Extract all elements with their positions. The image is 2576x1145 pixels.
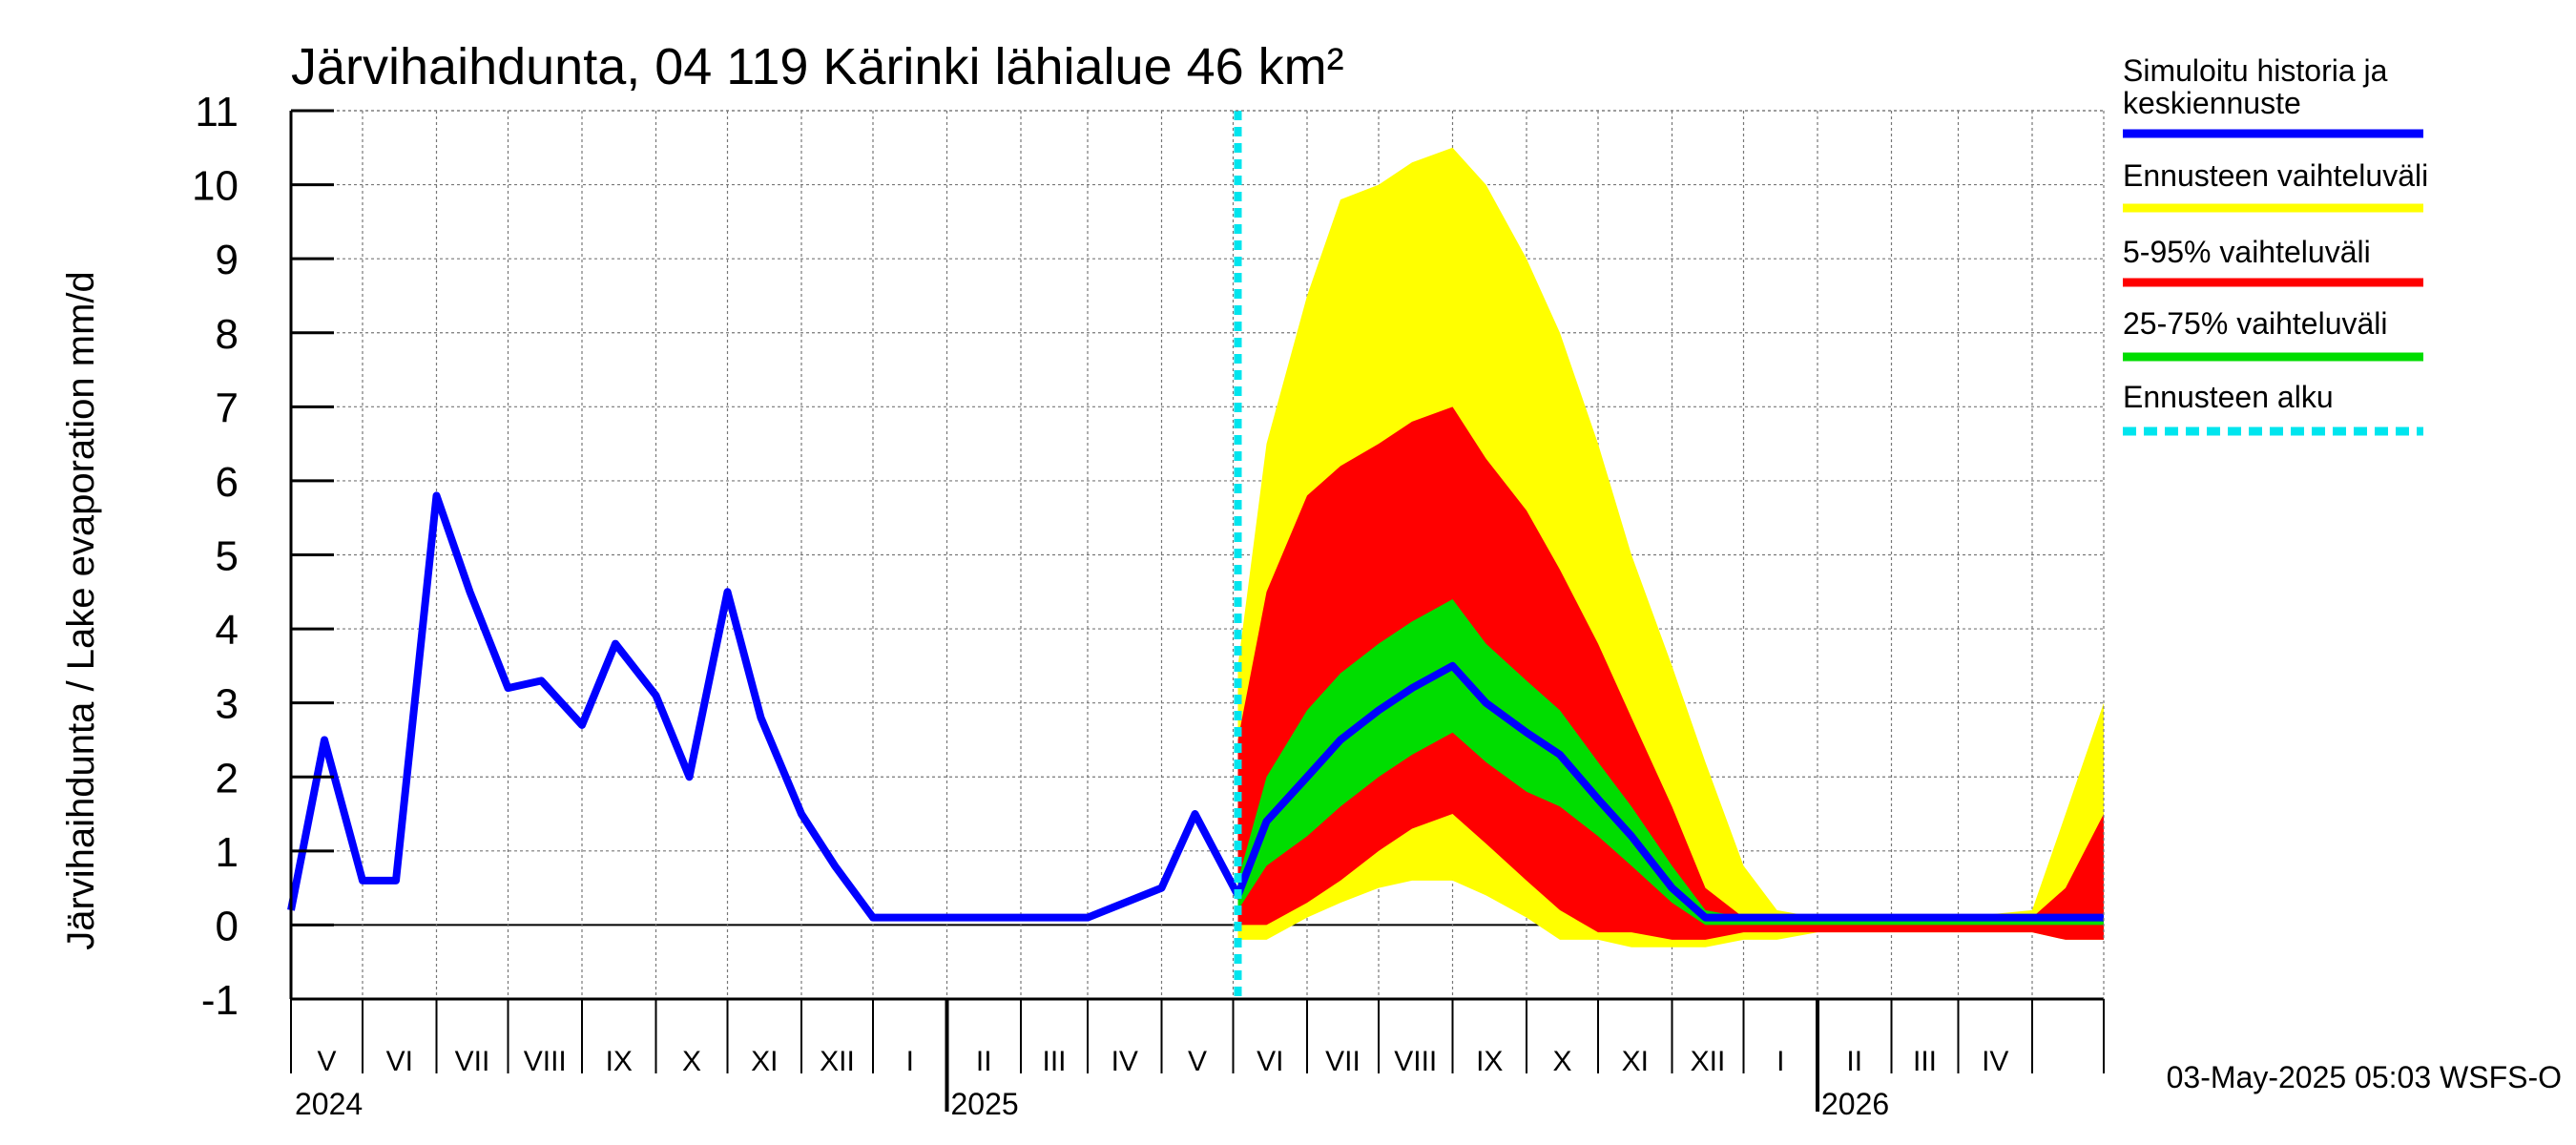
month-label: VI	[1257, 1046, 1283, 1077]
legend-label: Ennusteen alku	[2123, 380, 2334, 414]
y-tick-label: 10	[192, 163, 239, 210]
y-tick-label: 6	[216, 459, 239, 506]
month-label: III	[1913, 1046, 1937, 1077]
y-axis-label: Järvihaihdunta / Lake evaporation mm/d	[60, 271, 102, 950]
legend-label-line: Simuloitu historia ja	[2123, 53, 2388, 88]
y-tick-label: 7	[216, 385, 239, 431]
series-lines	[287, 111, 2104, 999]
footer-timestamp: 03-May-2025 05:03 WSFS-O	[2167, 1060, 2562, 1094]
month-label: II	[976, 1046, 992, 1077]
month-label: IX	[606, 1046, 633, 1077]
legend-label: 25-75% vaihteluväli	[2123, 306, 2388, 341]
y-tick-label: 1	[216, 829, 239, 876]
y-tick-label: 2	[216, 755, 239, 802]
month-label: V	[1188, 1046, 1207, 1077]
month-label: VIII	[1394, 1046, 1437, 1077]
year-label: 2026	[1821, 1087, 1889, 1121]
band-25-75-vaihteluv-li	[1237, 599, 2104, 926]
month-label: V	[317, 1046, 336, 1077]
month-label: XII	[820, 1046, 855, 1077]
year-label: 2024	[295, 1087, 363, 1121]
y-tick-label: 0	[216, 903, 239, 949]
month-label: VIII	[524, 1046, 567, 1077]
month-label: I	[906, 1046, 914, 1077]
month-label: XI	[1622, 1046, 1649, 1077]
month-label: III	[1042, 1046, 1066, 1077]
y-tick-label: 4	[216, 607, 239, 654]
y-tick-label: 9	[216, 237, 239, 283]
month-label: XI	[751, 1046, 778, 1077]
month-label: IX	[1476, 1046, 1503, 1077]
y-tick-label: 11	[195, 89, 239, 135]
y-tick-label: -1	[201, 977, 239, 1024]
legend-label: 5-95% vaihteluväli	[2123, 235, 2371, 269]
mean-series-line	[287, 491, 2104, 922]
month-label: VII	[455, 1046, 490, 1077]
legend: Simuloitu historia ja keskiennuste Ennuste…	[2123, 53, 2428, 436]
forecast-bands	[1237, 147, 2104, 947]
y-tick-label: 3	[216, 681, 239, 728]
month-label: X	[1552, 1046, 1571, 1077]
year-label: 2025	[951, 1087, 1019, 1121]
y-axis: -1 0 1 2 3 4 5 6 7 8 9 10 11	[192, 89, 334, 1024]
month-label: VI	[386, 1046, 413, 1077]
legend-label: Simuloitu historia ja keskiennuste	[2123, 53, 2388, 120]
month-label: XII	[1691, 1046, 1726, 1077]
month-label: X	[682, 1046, 701, 1077]
y-tick-label: 8	[216, 311, 239, 358]
month-label: II	[1846, 1046, 1862, 1077]
legend-label: Ennusteen vaihteluväli	[2123, 158, 2428, 193]
band-5-95-vaihteluv-li	[1237, 406, 2104, 940]
legend-label-line: keskiennuste	[2123, 86, 2301, 120]
month-label: I	[1776, 1046, 1784, 1077]
y-tick-label: 5	[216, 533, 239, 580]
month-label: IV	[1982, 1046, 2008, 1077]
chart-title: Järvihaihdunta, 04 119 Kärinki lähialue …	[291, 38, 1344, 95]
x-axis: V VI VII VIII IX X XI XII I II III IV V VI VII VIII IX X X…	[290, 999, 2105, 1121]
month-label: VII	[1325, 1046, 1361, 1077]
month-label: IV	[1111, 1046, 1138, 1077]
